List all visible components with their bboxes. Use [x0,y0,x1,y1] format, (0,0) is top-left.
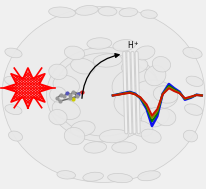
Ellipse shape [107,174,132,183]
Ellipse shape [184,104,201,115]
Ellipse shape [111,142,136,153]
Ellipse shape [128,121,152,136]
Ellipse shape [53,75,79,95]
Ellipse shape [49,64,67,80]
Ellipse shape [140,129,160,143]
Ellipse shape [99,129,128,143]
Ellipse shape [144,65,165,86]
Ellipse shape [140,107,169,127]
Ellipse shape [98,7,116,16]
Ellipse shape [82,172,103,181]
Text: H$^+$: H$^+$ [127,39,139,51]
Ellipse shape [134,46,154,60]
Ellipse shape [152,57,170,72]
Ellipse shape [5,105,22,115]
Ellipse shape [49,109,67,125]
Ellipse shape [8,131,22,141]
Ellipse shape [52,100,80,120]
Ellipse shape [5,48,22,58]
Ellipse shape [54,53,152,136]
Ellipse shape [185,76,202,86]
Ellipse shape [155,108,175,126]
Ellipse shape [111,68,156,102]
Ellipse shape [153,86,177,103]
Ellipse shape [87,38,111,49]
Ellipse shape [70,121,95,136]
Ellipse shape [93,54,122,67]
Ellipse shape [70,58,95,74]
Ellipse shape [75,5,98,15]
Ellipse shape [57,171,75,179]
Ellipse shape [64,46,84,60]
Ellipse shape [2,7,204,182]
Ellipse shape [64,127,84,145]
Ellipse shape [121,58,147,74]
Ellipse shape [137,171,159,181]
Ellipse shape [140,10,157,18]
Ellipse shape [114,89,154,119]
Ellipse shape [49,87,66,102]
Ellipse shape [112,40,135,51]
Ellipse shape [118,8,137,17]
Ellipse shape [5,77,20,86]
Ellipse shape [46,47,160,142]
Ellipse shape [183,130,197,142]
Ellipse shape [83,142,106,153]
Ellipse shape [182,47,201,58]
Ellipse shape [132,80,177,109]
Ellipse shape [48,7,75,18]
